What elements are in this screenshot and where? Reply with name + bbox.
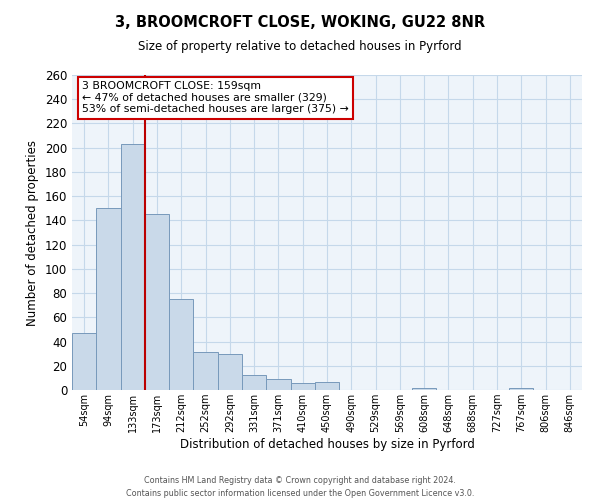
Bar [145, 214, 169, 390]
Bar [509, 388, 533, 390]
Bar [96, 208, 121, 390]
Bar [169, 299, 193, 390]
X-axis label: Distribution of detached houses by size in Pyrford: Distribution of detached houses by size … [179, 438, 475, 451]
Text: 3, BROOMCROFT CLOSE, WOKING, GU22 8NR: 3, BROOMCROFT CLOSE, WOKING, GU22 8NR [115, 15, 485, 30]
Text: 3 BROOMCROFT CLOSE: 159sqm
← 47% of detached houses are smaller (329)
53% of sem: 3 BROOMCROFT CLOSE: 159sqm ← 47% of deta… [82, 82, 349, 114]
Bar [72, 333, 96, 390]
Y-axis label: Number of detached properties: Number of detached properties [26, 140, 39, 326]
Bar [242, 376, 266, 390]
Bar [315, 382, 339, 390]
Text: Contains HM Land Registry data © Crown copyright and database right 2024.: Contains HM Land Registry data © Crown c… [144, 476, 456, 485]
Bar [121, 144, 145, 390]
Bar [412, 388, 436, 390]
Bar [193, 352, 218, 390]
Text: Size of property relative to detached houses in Pyrford: Size of property relative to detached ho… [138, 40, 462, 53]
Text: Contains public sector information licensed under the Open Government Licence v3: Contains public sector information licen… [126, 488, 474, 498]
Bar [218, 354, 242, 390]
Bar [266, 379, 290, 390]
Bar [290, 382, 315, 390]
